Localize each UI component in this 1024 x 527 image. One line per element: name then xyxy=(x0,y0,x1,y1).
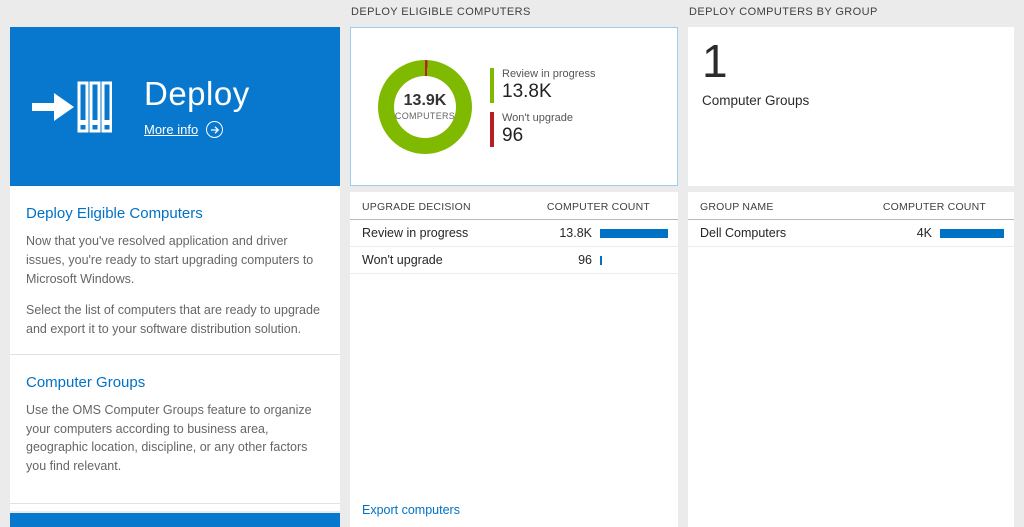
section-divider xyxy=(10,502,340,504)
more-info-arrow-icon[interactable] xyxy=(206,121,224,138)
legend-item-wont-upgrade: Won't upgrade 96 xyxy=(490,111,596,147)
computer-groups-count-tile[interactable]: 1 Computer Groups xyxy=(688,27,1014,186)
legend-value: 96 xyxy=(502,124,524,146)
legend-color-bar xyxy=(490,111,494,147)
row-bar xyxy=(600,255,603,265)
export-computers-link[interactable]: Export computers xyxy=(362,503,460,517)
table-row-review-in-progress[interactable]: Review in progress 13.8K xyxy=(350,220,678,247)
upgrade-decision-table-panel: UPGRADE DECISION COMPUTER COUNT Review i… xyxy=(350,192,678,527)
donut-ring: 13.9K COMPUTERS xyxy=(378,59,472,154)
legend-item-review-in-progress: Review in progress 13.8K xyxy=(490,67,596,103)
table-row-dell-computers[interactable]: Dell Computers 4K xyxy=(688,220,1014,247)
deploy-eligible-computers-column: DEPLOY ELIGIBLE COMPUTERS 13.9K COMPUTER… xyxy=(350,0,678,527)
column-header-computer-count: COMPUTER COUNT xyxy=(882,200,986,213)
deploy-tile-text: Deploy More info xyxy=(144,75,250,138)
column-header-computer-count: COMPUTER COUNT xyxy=(546,200,650,213)
table-row-wont-upgrade[interactable]: Won't upgrade 96 xyxy=(350,247,678,274)
section-heading-computer-groups: Computer Groups xyxy=(26,373,146,391)
deploy-tile[interactable]: Deploy More info xyxy=(10,27,340,186)
section-heading-deploy-eligible-computers: Deploy Eligible Computers xyxy=(26,205,203,222)
deploy-eligible-paragraph-1: Now that you've resolved application and… xyxy=(26,234,314,286)
column-header-deploy-computers-by-group: DEPLOY COMPUTERS BY GROUP xyxy=(689,6,878,18)
group-table-panel: GROUP NAME COMPUTER COUNT Dell Computers… xyxy=(688,192,1014,527)
computer-groups-count-label: Computer Groups xyxy=(702,92,810,108)
more-info-row: More info xyxy=(144,121,250,138)
donut-center-value: 13.9K xyxy=(403,92,447,109)
row-label: Dell Computers xyxy=(700,226,787,240)
legend-label: Review in progress xyxy=(502,67,596,80)
donut-center-label: COMPUTERS xyxy=(394,111,456,121)
section-divider xyxy=(10,353,340,355)
donut-legend: Review in progress 13.8K Won't upgrade 9… xyxy=(490,67,596,156)
computer-groups-count: 1 xyxy=(702,35,728,87)
more-info-link[interactable]: More info xyxy=(144,122,199,137)
row-label: Review in progress xyxy=(362,226,469,240)
row-value: 96 xyxy=(578,253,592,267)
row-bar xyxy=(600,228,668,238)
table-empty-space xyxy=(688,247,1014,527)
table-header-row: UPGRADE DECISION COMPUTER COUNT xyxy=(350,194,678,220)
row-bar-track xyxy=(600,255,668,265)
deploy-computers-by-group-column: DEPLOY COMPUTERS BY GROUP 1 Computer Gro… xyxy=(688,0,1014,527)
column-header-group-name: GROUP NAME xyxy=(700,200,774,213)
deploy-books-arrow-icon xyxy=(32,78,112,136)
row-bar xyxy=(940,228,1004,238)
deploy-solution-column: Deploy More info Deploy Eligible Compute… xyxy=(10,27,340,527)
donut-center: 13.9K COMPUTERS xyxy=(394,75,456,138)
eligible-computers-donut-tile[interactable]: 13.9K COMPUTERS Review in progress 13.8K… xyxy=(350,27,678,186)
table-empty-space xyxy=(350,274,678,503)
column-header-deploy-eligible-computers: DEPLOY ELIGIBLE COMPUTERS xyxy=(351,6,531,18)
row-value: 13.8K xyxy=(559,226,592,240)
row-value: 4K xyxy=(916,226,932,240)
row-bar-track xyxy=(940,228,1004,238)
deploy-tile-title: Deploy xyxy=(144,75,250,112)
legend-label: Won't upgrade xyxy=(502,111,574,124)
computer-groups-paragraph: Use the OMS Computer Groups feature to o… xyxy=(26,402,312,473)
table-header-row: GROUP NAME COMPUTER COUNT xyxy=(688,194,1014,220)
row-label: Won't upgrade xyxy=(362,253,443,267)
legend-value: 13.8K xyxy=(502,80,552,102)
row-bar-track xyxy=(600,228,668,238)
deploy-eligible-paragraph-2: Select the list of computers that are re… xyxy=(26,303,320,336)
legend-color-bar xyxy=(490,67,494,103)
deploy-description-panel: Deploy Eligible Computers Now that you'v… xyxy=(10,186,340,511)
deploy-tile-footer-bar xyxy=(10,513,340,527)
column-header-upgrade-decision: UPGRADE DECISION xyxy=(362,200,471,213)
